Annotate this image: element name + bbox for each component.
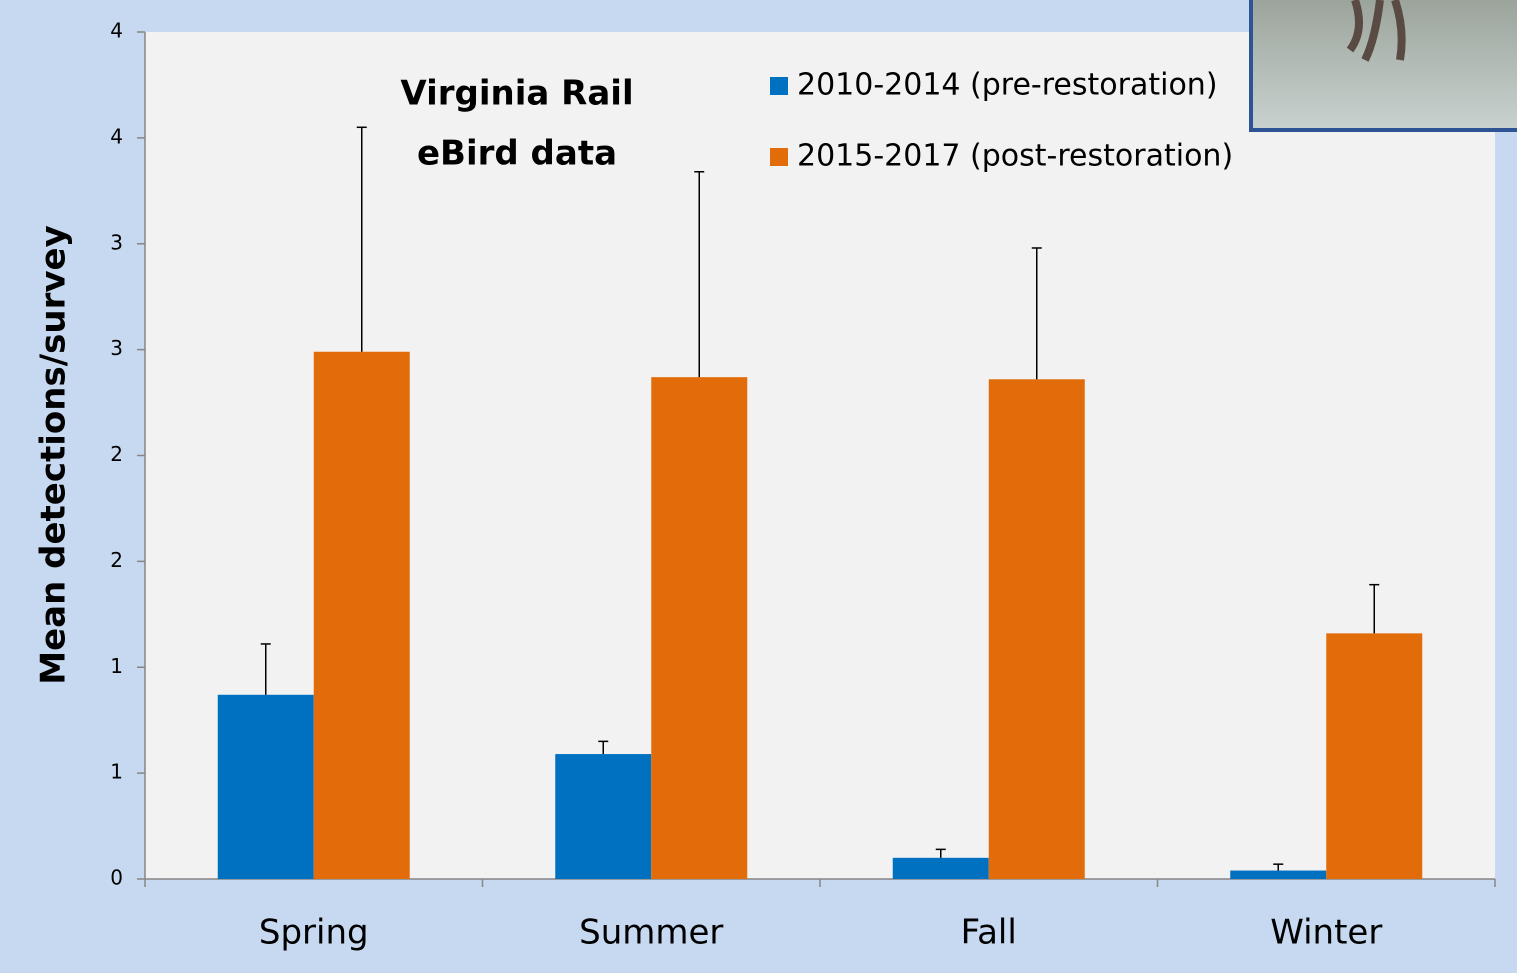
y-tick-label: 0 [110, 866, 123, 890]
bar [217, 694, 314, 879]
y-tick-label: 3 [110, 230, 123, 254]
bar [1326, 633, 1423, 879]
photo-detail [1346, 0, 1406, 62]
legend-label: 2010-2014 (pre-restoration) [797, 68, 1218, 103]
legend-label: 2015-2017 (post-restoration) [797, 139, 1233, 174]
x-tick-label: Fall [961, 913, 1017, 953]
y-tick-label: 4 [110, 124, 123, 148]
bar [892, 857, 989, 879]
bar [651, 377, 748, 879]
y-tick-label: 1 [110, 760, 123, 784]
x-tick-label: Spring [259, 913, 369, 953]
y-tick-label: 1 [110, 654, 123, 678]
bar [313, 351, 410, 879]
bar [988, 379, 1085, 879]
x-tick-label: Summer [579, 913, 723, 953]
y-tick-label: 3 [110, 336, 123, 360]
y-axis-label: Mean detections/survey [34, 225, 74, 684]
bar [1230, 870, 1327, 879]
x-tick-label: Winter [1270, 913, 1382, 953]
bar [555, 754, 652, 879]
chart-subtitle: eBird data [417, 134, 617, 174]
y-tick-label: 4 [110, 19, 123, 43]
photo [1249, 0, 1517, 132]
y-tick-label: 2 [110, 442, 123, 466]
chart-title: Virginia Rail [400, 74, 633, 114]
legend-swatch [770, 77, 788, 95]
legend-swatch [770, 148, 788, 166]
y-tick-label: 2 [110, 548, 123, 572]
